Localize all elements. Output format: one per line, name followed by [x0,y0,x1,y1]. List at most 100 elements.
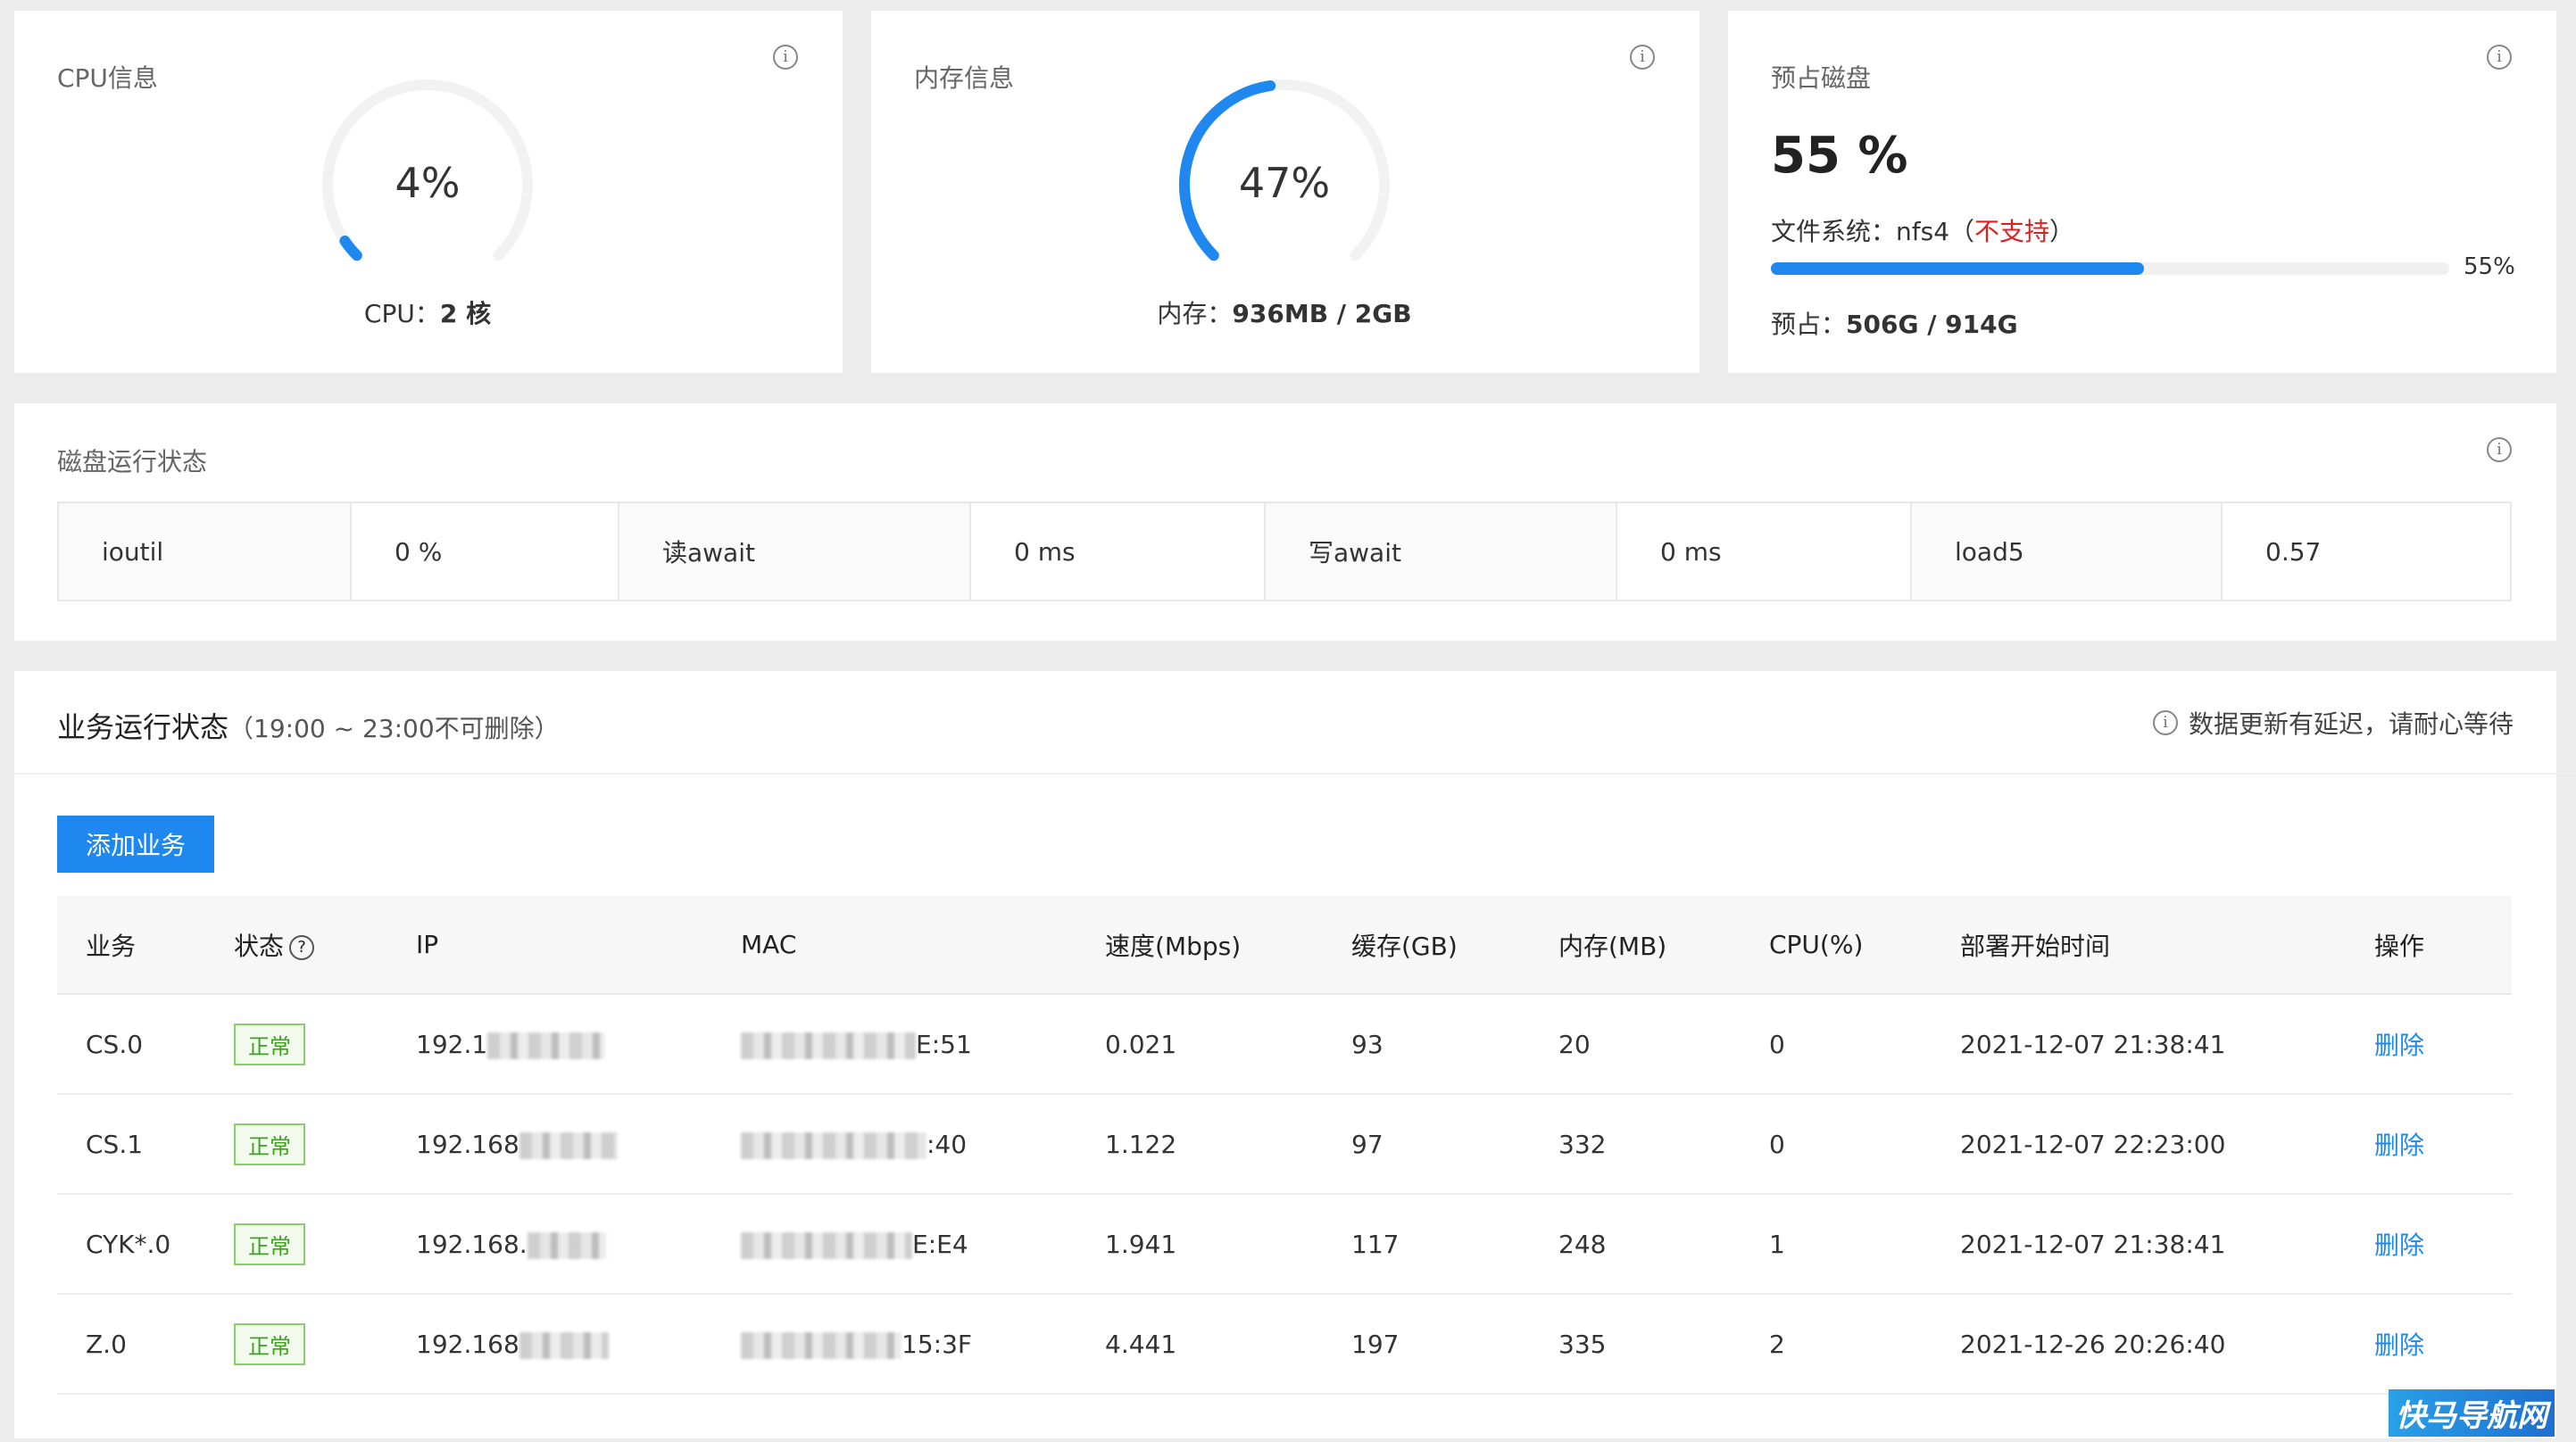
cell-deploy-time: 2021-12-07 21:38:41 [1960,1194,2374,1295]
cpu-gauge [322,79,533,261]
divider [14,773,2576,775]
fs-unsupported: 不支持 [1974,217,2050,246]
col-deploy-time: 部署开始时间 [1960,896,2374,995]
memory-card-title: 内存信息 [914,63,1015,93]
redacted-ip [519,1131,618,1159]
delete-link[interactable]: 删除 [2374,1131,2425,1160]
cell-memory: 335 [1558,1294,1769,1395]
cell-mac: 15:3F [741,1294,1105,1395]
memory-gauge [1179,79,1390,261]
cpu-info-icon[interactable]: i [773,45,798,70]
cell-business: CS.0 [57,994,234,1095]
col-speed: 速度(Mbps) [1105,896,1351,995]
stat-key-write-await: 写await [1266,503,1617,600]
stat-key-load5: load5 [1912,503,2223,600]
cell-deploy-time: 2021-12-07 21:38:41 [1960,994,2374,1095]
cell-cache: 117 [1351,1194,1558,1295]
cell-memory: 332 [1558,1094,1769,1195]
cell-cpu: 0 [1769,1094,1960,1195]
cell-mac: E:E4 [741,1194,1105,1295]
disk-card-title: 预占磁盘 [1771,63,1872,93]
cell-ip: 192.168 [416,1094,741,1195]
cell-business: CYK*.0 [57,1194,234,1295]
col-action: 操作 [2374,896,2512,995]
redacted-mac [741,1032,916,1059]
redacted-ip [487,1032,606,1059]
cpu-card: CPU信息 i 4% CPU：2 核 [14,11,843,373]
stat-value-read-await: 0 ms [971,503,1266,600]
cell-ip: 192.168 [416,1294,741,1395]
cell-cache: 197 [1351,1294,1558,1395]
disk-info-icon[interactable]: i [2487,45,2512,70]
cell-speed: 0.021 [1105,994,1351,1095]
cell-deploy-time: 2021-12-26 20:26:40 [1960,1294,2374,1395]
redacted-ip [527,1231,606,1259]
status-badge: 正常 [234,1123,305,1165]
col-cpu: CPU(%) [1769,896,1960,995]
delete-link[interactable]: 删除 [2374,1231,2425,1260]
col-ip: IP [416,896,741,995]
status-help-icon[interactable]: ? [289,934,315,960]
cell-ip: 192.1 [416,994,741,1095]
disk-status-card: 磁盘运行状态 i ioutil 0 % 读await 0 ms 写await 0… [14,403,2556,641]
status-badge: 正常 [234,1023,305,1065]
col-cache: 缓存(GB) [1351,896,1558,995]
redacted-ip [519,1331,609,1359]
col-mac: MAC [741,896,1105,995]
stat-key-ioutil: ioutil [59,503,352,600]
col-memory: 内存(MB) [1558,896,1769,995]
cell-speed: 1.122 [1105,1094,1351,1195]
stat-value-load5: 0.57 [2265,536,2322,567]
disk-progress-fill [1771,262,2144,275]
note-info-icon: i [2152,710,2178,735]
table-row: CS.1 正常 192.168 :40 1.122 97 332 0 2021-… [57,1094,2512,1195]
delete-link[interactable]: 删除 [2374,1031,2425,1060]
stat-key-read-await: 读await [619,503,971,600]
disk-status-info-icon[interactable]: i [2487,437,2512,462]
cpu-card-title: CPU信息 [57,63,158,93]
table-row: CS.0 正常 192.1 E:51 0.021 93 20 0 2021-12… [57,994,2512,1095]
disk-percent: 55 % [1771,127,1908,185]
business-card: 业务运行状态（19:00 ~ 23:00不可删除） i 数据更新有延迟，请耐心等… [14,671,2576,1438]
status-badge: 正常 [234,1322,305,1365]
cell-memory: 20 [1558,994,1769,1095]
disk-progress-bar [1771,262,2449,275]
disk-status-table: ioutil 0 % 读await 0 ms 写await 0 ms load5… [57,501,2512,601]
disk-reserve: 预占：506G / 914G [1771,310,2018,339]
status-badge: 正常 [234,1222,305,1265]
cell-mac: :40 [741,1094,1105,1195]
table-row: Z.0 正常 192.168 15:3F 4.441 197 335 2 202… [57,1294,2512,1395]
cell-mac: E:51 [741,994,1105,1095]
cell-business: CS.1 [57,1094,234,1195]
business-table: 业务 状态? IP MAC 速度(Mbps) 缓存(GB) 内存(MB) CPU… [57,896,2512,1395]
watermark-logo: 快马导航网 [2389,1389,2555,1437]
delete-link[interactable]: 删除 [2374,1330,2425,1360]
cell-cache: 93 [1351,994,1558,1095]
cell-cpu: 1 [1769,1194,1960,1295]
add-business-button[interactable]: 添加业务 [57,816,214,873]
disk-progress-label: 55% [2464,253,2515,280]
memory-info-icon[interactable]: i [1630,45,1655,70]
cell-cpu: 2 [1769,1294,1960,1395]
cell-speed: 4.441 [1105,1294,1351,1395]
redacted-mac [741,1131,927,1159]
cpu-cores: CPU：2 核 [363,299,492,328]
disk-status-title: 磁盘运行状态 [57,447,208,477]
filesystem-line: 文件系统：nfs4（不支持） [1771,217,2075,246]
stat-value-ioutil: 0 % [352,503,619,600]
col-status: 状态? [234,896,416,995]
table-header-row: 业务 状态? IP MAC 速度(Mbps) 缓存(GB) 内存(MB) CPU… [57,896,2512,995]
memory-usage: 内存：936MB / 2GB [1157,299,1412,328]
col-business: 业务 [57,896,234,995]
business-subtitle: （19:00 ~ 23:00不可删除） [229,714,560,743]
memory-card: 内存信息 i 47% 内存：936MB / 2GB [871,11,1699,373]
redacted-mac [741,1231,912,1259]
business-note: i 数据更新有延迟，请耐心等待 [2152,705,2514,741]
cell-cache: 97 [1351,1094,1558,1195]
redacted-mac [741,1331,902,1359]
cell-cpu: 0 [1769,994,1960,1095]
cpu-percent: 4% [395,159,461,207]
stat-value-write-await: 0 ms [1617,503,1912,600]
cell-ip: 192.168. [416,1194,741,1295]
cell-speed: 1.941 [1105,1194,1351,1295]
